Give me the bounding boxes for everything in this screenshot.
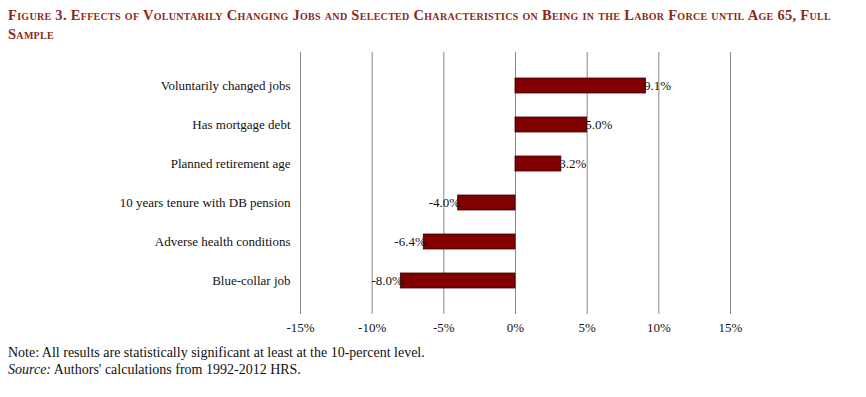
svg-text:3.2%: 3.2% — [559, 156, 586, 171]
svg-text:9.1%: 9.1% — [644, 78, 671, 93]
svg-text:10%: 10% — [647, 320, 671, 335]
html-text:Figure 3. Effects of Voluntari: Figure 3. Effects of Voluntarily Changin… — [8, 7, 831, 42]
svg-text:5.0%: 5.0% — [585, 117, 612, 132]
svg-text:Blue-collar job: Blue-collar job — [212, 273, 290, 288]
svg-text:Planned retirement age: Planned retirement age — [171, 156, 291, 171]
svg-text:-10%: -10% — [358, 320, 386, 335]
svg-text:Voluntarily changed jobs: Voluntarily changed jobs — [161, 78, 291, 93]
html-text:Note: All results are statisti: Note: All results are statistically sign… — [8, 345, 425, 360]
svg-text:5%: 5% — [578, 320, 596, 335]
html-text:Source: Authors' calculations: Source: Authors' calculations from 1992-… — [8, 362, 301, 377]
svg-text:Has mortgage debt: Has mortgage debt — [192, 117, 291, 132]
svg-text:0%: 0% — [507, 320, 525, 335]
svg-text:-5%: -5% — [433, 320, 455, 335]
svg-text:-4.0%: -4.0% — [429, 195, 461, 210]
svg-text:Adverse health conditions: Adverse health conditions — [155, 234, 291, 249]
svg-text:10 years tenure with DB pensio: 10 years tenure with DB pension — [120, 195, 291, 210]
svg-text:-8.0%: -8.0% — [371, 273, 403, 288]
svg-text:15%: 15% — [719, 320, 743, 335]
svg-text:-15%: -15% — [286, 320, 314, 335]
svg-text:-6.4%: -6.4% — [394, 234, 426, 249]
